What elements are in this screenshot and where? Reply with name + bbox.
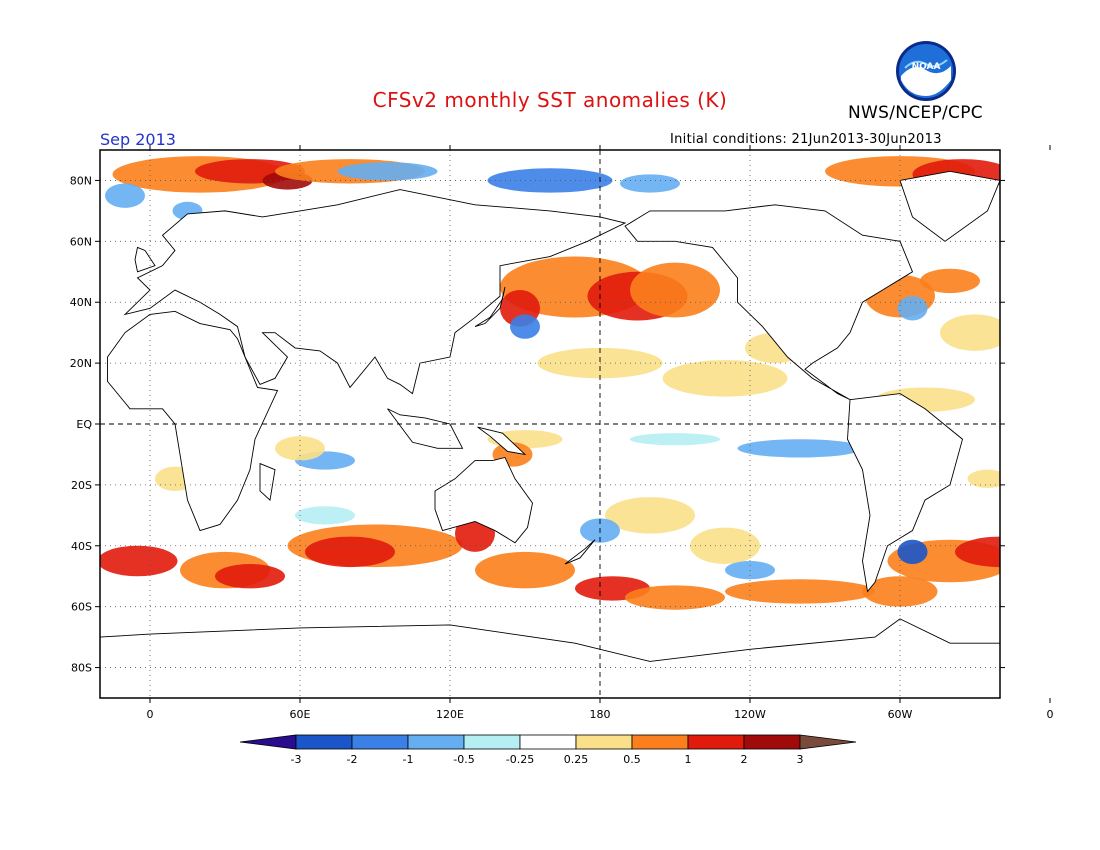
anomaly-field [100, 156, 1000, 610]
lat-label: 20S [71, 479, 92, 492]
colorbar-label: -2 [347, 753, 358, 766]
anomaly-patch [955, 536, 1000, 568]
anomaly-patch [100, 545, 178, 577]
land-australia [434, 456, 533, 544]
lat-label: EQ [76, 418, 92, 431]
anomaly-patch [630, 262, 720, 318]
lon-label: 60W [888, 708, 913, 721]
land-north-america [624, 204, 914, 401]
colorbar-segment [631, 734, 689, 750]
lon-label: 180 [590, 708, 611, 721]
anomaly-patch [475, 551, 575, 589]
land-greenland [899, 170, 1000, 242]
anomaly-patch [605, 497, 695, 534]
agency-label: NWS/NCEP/CPC [848, 103, 983, 123]
anomaly-patch [305, 536, 395, 568]
anomaly-patch [967, 469, 1000, 488]
lon-label: 0 [1047, 708, 1054, 721]
colorbar-label: -1 [403, 753, 414, 766]
colorbar-label: 2 [741, 753, 748, 766]
anomaly-patch [920, 268, 980, 294]
lat-label: 40N [70, 296, 92, 309]
colorbar-arrow-high [799, 734, 857, 750]
anomaly-patch [940, 314, 1000, 351]
map-axes: 80N 60N 40N 20N EQ 20S 40S 60S 80S 0 60E 120E 180 120… [70, 145, 1054, 721]
logo-text: NOAA [912, 62, 941, 72]
colorbar-segment [519, 734, 577, 750]
anomaly-patch [215, 564, 285, 589]
colorbar-label: -0.5 [453, 753, 474, 766]
colorbar-segment [687, 734, 745, 750]
anomaly-patch [337, 162, 438, 181]
anomaly-patch [275, 436, 325, 461]
anomaly-patch [862, 576, 938, 607]
lat-label: 20N [70, 357, 92, 370]
colorbar-segment [407, 734, 465, 750]
land-indonesia [387, 408, 464, 449]
anomaly-patch [725, 579, 875, 604]
colorbar-label: 3 [797, 753, 804, 766]
land-japan [474, 286, 506, 328]
colorbar-label: -0.25 [506, 753, 534, 766]
lat-label: 40S [71, 540, 92, 553]
anomaly-patch [295, 506, 355, 525]
colorbar-segment [575, 734, 633, 750]
anomaly-patch [630, 433, 720, 446]
anomaly-patch [662, 360, 788, 397]
lon-label: 60E [290, 708, 311, 721]
colorbar-label: 0.25 [564, 753, 589, 766]
colorbar-segment [743, 734, 801, 750]
land-africa [107, 310, 279, 532]
colorbar-label: 1 [685, 753, 692, 766]
lon-label: 120W [734, 708, 766, 721]
lat-label: 60S [71, 601, 92, 614]
lat-label: 80S [71, 662, 92, 675]
colorbar-label: -3 [291, 753, 302, 766]
month-label: Sep 2013 [100, 130, 176, 149]
anomaly-patch [510, 314, 540, 339]
land-newguinea [477, 426, 527, 456]
colorbar-segment [295, 734, 353, 750]
noaa-logo: NOAA [896, 41, 956, 101]
initial-conditions-label: Initial conditions: 21Jun2013-30Jun2013 [670, 132, 942, 147]
colorbar-arrow-low [239, 734, 297, 750]
anomaly-patch [105, 183, 145, 208]
lon-label: 0 [147, 708, 154, 721]
land-newzealand [564, 539, 596, 565]
anomaly-patch [737, 439, 863, 458]
colorbar-segment [463, 734, 521, 750]
anomaly-patch [620, 174, 680, 193]
colorbar-segment [351, 734, 409, 750]
chart-title: CFSv2 monthly SST anomalies (K) [372, 88, 728, 112]
lat-label: 80N [70, 174, 92, 187]
land-antarctica [100, 618, 1000, 698]
lon-label: 120E [436, 708, 464, 721]
colorbar-label: 0.5 [623, 753, 641, 766]
land-eurasia [123, 189, 627, 395]
lat-label: 60N [70, 235, 92, 248]
anomaly-patch [625, 585, 725, 610]
gridlines [100, 150, 1000, 698]
land-madagascar [259, 462, 276, 502]
